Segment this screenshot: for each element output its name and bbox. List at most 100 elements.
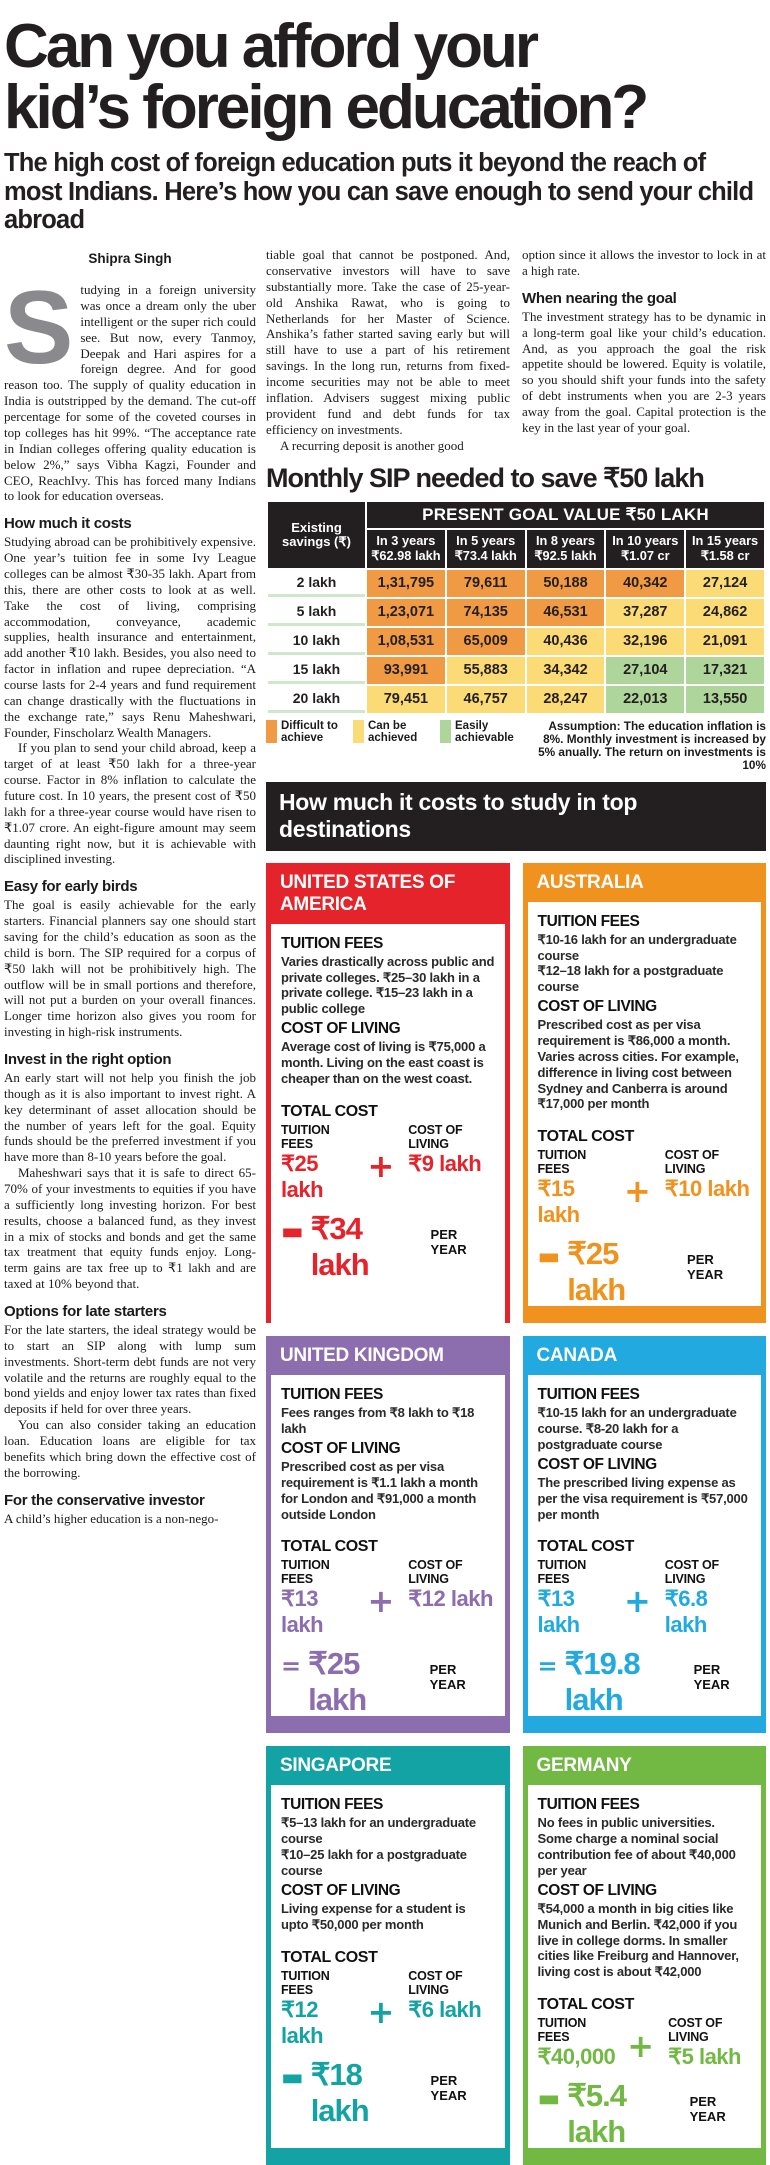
per-year-label: PER YEAR (687, 1252, 724, 1283)
section-heading: When nearing the goal (522, 289, 677, 307)
living-amount: ₹6.8 lakh (664, 1586, 708, 1638)
legend-item: Difficult to achieve (266, 719, 339, 745)
row-label: 15 lakh (268, 656, 365, 684)
section-heading: For the conservative investor (4, 1491, 205, 1509)
tuition-fees-label: TUITION FEES (537, 1148, 587, 1177)
tuition-fees-heading: TUITION FEES (281, 934, 383, 952)
article-paragraph: You can also consider taking an educatio… (4, 1417, 256, 1480)
tuition-amount: ₹15 lakh (537, 1176, 581, 1228)
table-legend: Difficult to achieve Can be achieved Eas… (266, 719, 766, 772)
row-label: 20 lakh (268, 685, 365, 713)
table-cell: 22,013 (606, 685, 685, 713)
right-area: tiable goal that cannot be postponed. An… (266, 247, 766, 2165)
plus-sign: + (367, 1582, 395, 1621)
cost-breakdown: TUITION FEES ₹40,000 + COST OF LIVING ₹5 l… (538, 2016, 752, 2070)
total-amount: ₹25 lakh (567, 1236, 626, 1308)
section-heading: How much it costs (4, 515, 132, 533)
cost-of-living-text: ₹54,000 a month in big cities like Munic… (537, 1900, 739, 1980)
row-label: 2 lakh (268, 569, 365, 597)
table-row: 15 lakh 93,991 55,883 34,342 27,104 17,3… (268, 656, 764, 684)
byline: Shipra Singh (88, 251, 172, 267)
total-result: ▬ ₹18 lakh PER YEAR (281, 2057, 495, 2129)
article-paragraph: The goal is easily achievable for the ea… (4, 897, 256, 1040)
living-amount: ₹9 lakh (408, 1150, 482, 1176)
total-amount: ₹18 lakh (310, 2056, 370, 2128)
cost-of-living-text: Living expense for a student is upto ₹50… (281, 1900, 466, 1932)
article-paragraph: A recurring deposit is another good (280, 437, 464, 453)
drop-cap: S (4, 270, 74, 387)
total-amount: ₹19.8 lakh (564, 1646, 641, 1718)
table-row: 10 lakh 1,08,531 65,009 40,436 32,196 21… (268, 627, 764, 655)
total-cost-heading: TOTAL COST (281, 1538, 378, 1556)
table-cell: 40,436 (526, 627, 605, 655)
table-spanning-header: PRESENT GOAL VALUE ₹50 LAKH (367, 502, 764, 529)
country-card-australia: AUSTRALIA TUITION FEES ₹10-16 lakh for a… (522, 862, 766, 1324)
table-column-headers: In 3 years ₹62.98 lakh In 5 years ₹73.4 la… (268, 530, 764, 568)
column-header: In 15 years ₹1.58 cr (686, 530, 764, 568)
row-label: 10 lakh (268, 627, 365, 655)
legend-swatch-can (353, 719, 364, 743)
cost-of-living-label: COST OF LIVING (664, 1148, 719, 1177)
article-paragraph: tiable goal that cannot be postponed. An… (266, 247, 510, 437)
total-amount: ₹5.4 lakh (567, 2078, 627, 2150)
table-cell: 21,091 (686, 627, 764, 655)
sip-table: Existing savings (₹) PRESENT GOAL VALUE … (266, 500, 766, 714)
plus-sign: + (623, 1172, 651, 1211)
cost-of-living-label: COST OF LIVING (668, 2016, 723, 2045)
table-cell: 24,862 (686, 598, 764, 626)
country-cards-grid: UNITED STATES OF AMERICA TUITION FEES Va… (266, 862, 766, 2165)
article-columns-2-3: tiable goal that cannot be postponed. An… (266, 247, 766, 453)
card-title: UNITED STATES OF AMERICA (280, 871, 455, 915)
table-row: 2 lakh 1,31,795 79,611 50,188 40,342 27,… (268, 569, 764, 597)
column-header: In 5 years ₹73.4 lakh (446, 530, 525, 568)
page-title: Can you afford your kid’s foreign educat… (4, 15, 766, 139)
table-cell: 28,247 (526, 685, 605, 713)
total-cost-heading: TOTAL COST (537, 1996, 635, 2014)
table-cell: 27,124 (686, 569, 764, 597)
equals-sign: ▬ (537, 1242, 561, 1271)
table-cell: 17,321 (686, 656, 764, 684)
tuition-fees-text: No fees in public universities. Some cha… (537, 1815, 736, 1878)
section-heading: Invest in the right option (4, 1051, 172, 1068)
article-paragraph: An early start will not help you finish … (4, 1070, 256, 1165)
tuition-fees-heading: TUITION FEES (281, 1386, 383, 1404)
country-card-uk: UNITED KINGDOM TUITION FEES Fees ranges … (266, 1336, 510, 1734)
per-year-label: PER YEAR (689, 2094, 726, 2125)
tuition-fees-heading: TUITION FEES (537, 912, 640, 930)
table-cell: 13,550 (686, 685, 764, 713)
cost-of-living-label: COST OF LIVING (408, 1122, 463, 1151)
table-cell: 46,531 (526, 598, 605, 626)
equals-sign: ▬ (537, 2084, 561, 2113)
tuition-amount: ₹40,000 (537, 2044, 616, 2070)
legend-label: Difficult to achieve (281, 719, 338, 745)
column-header: In 8 years ₹92.5 lakh (526, 530, 605, 568)
plus-sign: + (627, 2027, 655, 2066)
tuition-fees-text: ₹10-16 lakh for an undergraduate course ₹… (537, 931, 737, 995)
equals-sign: = (537, 1652, 558, 1681)
table-row: 20 lakh 79,451 46,757 28,247 22,013 13,5… (268, 685, 764, 713)
country-card-canada: CANADA TUITION FEES ₹10-15 lakh for an u… (522, 1336, 766, 1734)
article-paragraph: Studying abroad can be prohibitively exp… (4, 534, 256, 740)
legend-swatch-difficult (266, 719, 277, 743)
newspaper-page: Can you afford your kid’s foreign educat… (0, 15, 770, 2165)
subheadline: The high cost of foreign education puts … (4, 148, 754, 235)
article-column-3: option since it allows the investor to l… (522, 247, 766, 453)
column-header: In 3 years ₹62.98 lakh (367, 530, 445, 568)
table-cell: 37,287 (606, 598, 685, 626)
cost-of-living-text: Prescribed cost as per visa requirement … (281, 1458, 478, 1522)
cost-of-living-heading: COST OF LIVING (281, 1020, 401, 1038)
total-result: ▬ ₹34 lakh PER YEAR (281, 1211, 495, 1283)
cost-breakdown: TUITION FEES ₹15 lakh + COST OF LIVING ₹10… (538, 1148, 752, 1228)
tuition-amount: ₹13 lakh (281, 1586, 324, 1638)
table-cell: 74,135 (446, 598, 525, 626)
total-result: = ₹25 lakh PER YEAR (281, 1646, 495, 1718)
per-year-label: PER YEAR (429, 1662, 466, 1693)
cost-of-living-heading: COST OF LIVING (281, 1881, 401, 1899)
legend-swatch-easy (440, 719, 451, 743)
cost-of-living-label: COST OF LIVING (408, 1558, 463, 1587)
total-cost-heading: TOTAL COST (281, 1102, 378, 1120)
article-paragraph: The investment strategy has to be dynami… (522, 308, 766, 435)
total-result: = ₹19.8 lakh PER YEAR (538, 1646, 752, 1718)
